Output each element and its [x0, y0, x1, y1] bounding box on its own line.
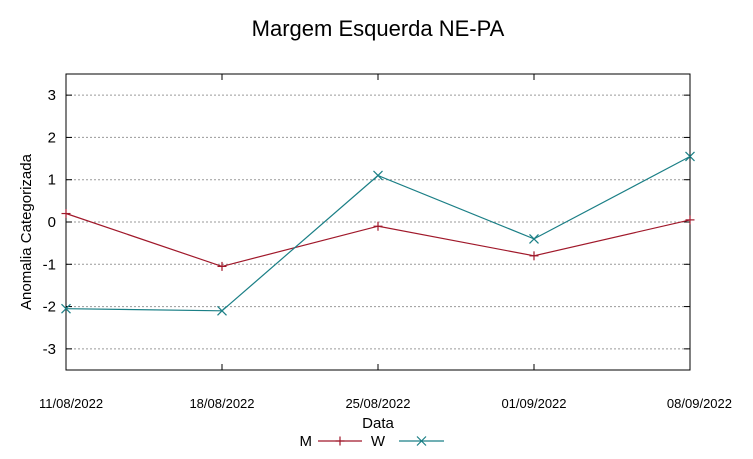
marker-cross [373, 170, 383, 181]
data-point [373, 170, 383, 181]
chart-title: Margem Esquerda NE-PA [252, 16, 505, 41]
data-point [373, 221, 383, 231]
y-tick-label: 3 [48, 87, 56, 104]
data-point [529, 251, 539, 261]
series-line-M [65, 212, 691, 268]
x-tick-label: 11/08/2022 [39, 396, 103, 411]
y-tick-label: 2 [48, 129, 56, 146]
x-tick-label: 01/09/2022 [501, 396, 566, 411]
y-tick-label: -3 [43, 341, 56, 358]
y-tick-label: -1 [43, 256, 56, 273]
marker-cross [217, 305, 227, 316]
series-W [61, 151, 695, 316]
x-tick-label: 25/08/2022 [345, 396, 410, 411]
x-axis-label: Data [362, 415, 394, 432]
data-point [217, 261, 227, 271]
data-point [61, 303, 71, 314]
data-point [685, 215, 695, 225]
series-layer [61, 151, 695, 316]
legend-label: W [371, 433, 386, 450]
data-point [61, 209, 71, 219]
legend-item-M: M [300, 433, 362, 450]
y-axis-ticks: -3 -2 -1 0 1 2 3 [43, 87, 690, 358]
y-tick-label: 0 [48, 214, 56, 231]
data-point [685, 151, 695, 162]
series-M [61, 209, 695, 271]
legend-item-W: W [371, 433, 444, 450]
marker-cross [416, 436, 427, 446]
gridlines [66, 94, 690, 350]
marker-cross [61, 303, 71, 314]
marker-cross [685, 151, 695, 162]
marker-cross [529, 233, 539, 244]
y-tick-label: -2 [43, 299, 56, 316]
x-tick-label: 18/08/2022 [189, 396, 254, 411]
y-tick-label: 1 [48, 172, 56, 189]
data-point [217, 305, 227, 316]
x-axis-ticks: 11/08/2022 18/08/2022 25/08/2022 01/09/2022… [39, 74, 732, 411]
data-point [529, 233, 539, 244]
y-axis-label: Anomalia Categorizada [18, 153, 35, 310]
legend-label: M [300, 433, 313, 450]
x-tick-label: 08/09/2022 [667, 396, 732, 411]
